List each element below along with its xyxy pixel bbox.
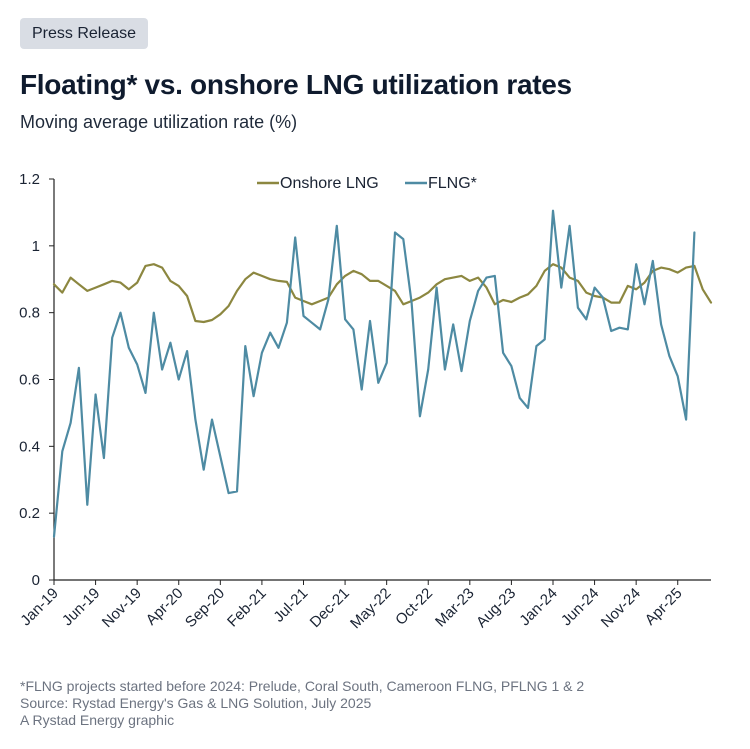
x-tick-label: May-22 xyxy=(347,585,394,632)
series-line-onshore-lng xyxy=(52,263,713,324)
source-note: Source: Rystad Energy's Gas & LNG Soluti… xyxy=(20,695,372,711)
x-tick-label: Sep-20 xyxy=(182,585,228,631)
legend-label: FLNG* xyxy=(428,175,477,192)
y-tick-label: 0.2 xyxy=(19,505,40,522)
y-tick-label: 1.2 xyxy=(19,171,40,188)
press-release-badge: Press Release xyxy=(20,18,149,49)
utilization-line-chart: 00.20.40.60.811.2 Jan-19Jun-19Nov-19Apr-… xyxy=(17,171,713,632)
chart-title: Floating* vs. onshore LNG utilization ra… xyxy=(20,69,572,100)
series-lines xyxy=(52,209,713,538)
series-line-flng xyxy=(52,209,696,538)
legend-label: Onshore LNG xyxy=(280,175,379,192)
y-tick-label: 0.6 xyxy=(19,372,40,389)
chart-subtitle: Moving average utilization rate (%) xyxy=(20,112,298,132)
footer: *FLNG projects started before 2024: Prel… xyxy=(20,678,584,729)
x-tick-label: Jul-21 xyxy=(270,585,311,626)
x-tick-label: Nov-19 xyxy=(99,585,145,631)
x-tick-label: Aug-23 xyxy=(473,585,519,631)
x-tick-label: Mar-23 xyxy=(432,585,478,631)
x-tick-label: Feb-21 xyxy=(224,585,270,631)
x-tick-label: Jan-24 xyxy=(516,585,560,629)
x-tick-label: Dec-21 xyxy=(307,585,353,631)
x-tick-label: Nov-24 xyxy=(598,585,644,631)
legend: Onshore LNG FLNG* xyxy=(257,175,477,192)
y-tick-label: 0.4 xyxy=(19,438,40,455)
y-tick-label: 0.8 xyxy=(19,305,40,322)
x-tick-label: Jun-24 xyxy=(558,585,602,629)
x-tick-label: Apr-20 xyxy=(143,585,187,629)
x-tick-label: Jan-19 xyxy=(17,585,61,629)
y-tick-label: 0 xyxy=(32,572,40,589)
credit-note: A Rystad Energy graphic xyxy=(20,712,175,728)
y-axis: 0 0.2 0.4 0.6 0.8 1 1.2 xyxy=(19,171,55,589)
y-tick-label: 1 xyxy=(32,238,40,255)
footnote: *FLNG projects started before 2024: Prel… xyxy=(20,678,585,694)
x-tick-label: Jun-19 xyxy=(59,585,103,629)
x-tick-label: Apr-25 xyxy=(642,585,686,629)
x-tick-label: Oct-22 xyxy=(392,585,436,629)
